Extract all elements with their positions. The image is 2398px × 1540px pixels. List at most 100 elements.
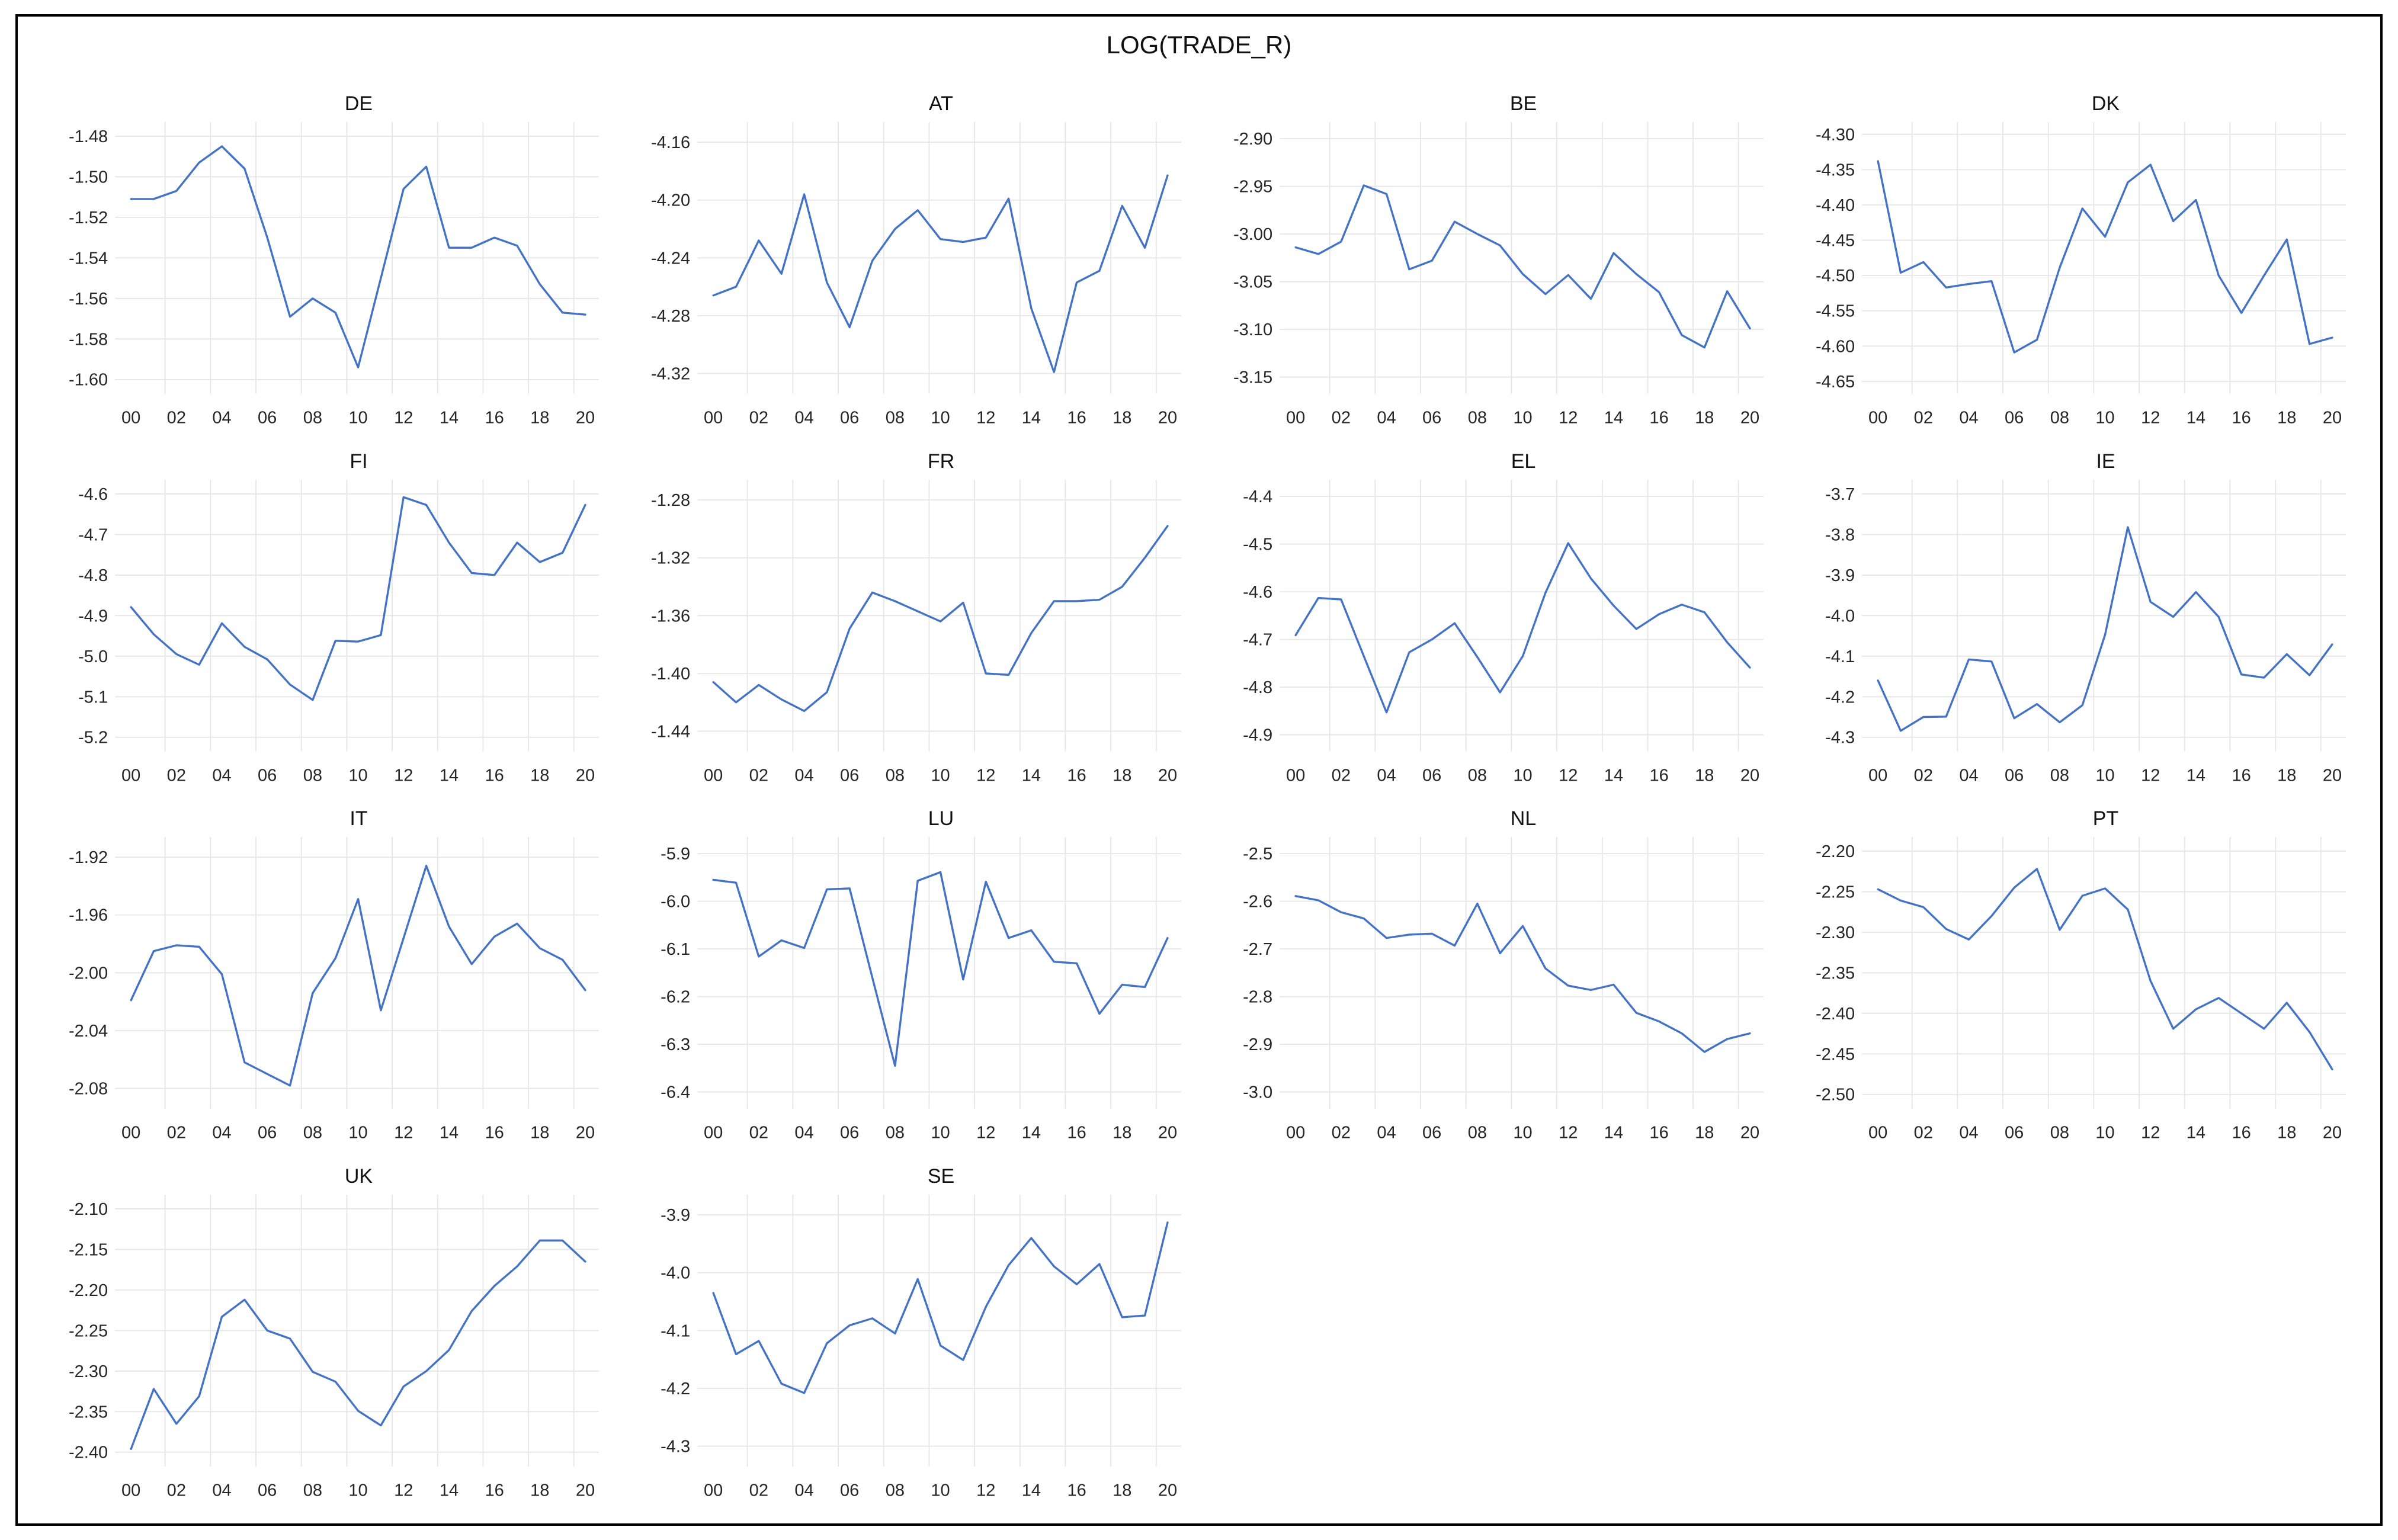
x-tick-label: 16 <box>1067 766 1086 785</box>
x-tick-label: 00 <box>1868 1124 1887 1143</box>
x-tick-label: 20 <box>576 1124 595 1143</box>
x-tick-label: 12 <box>2141 1124 2160 1143</box>
panel-plot-LU: -5.9 -6.0 -6.1 -6.2 -6.3 -6.4 00 02 04 06 08 10 12 14… <box>661 836 1181 1143</box>
x-tick-label: 10 <box>348 1481 367 1500</box>
x-tick-label: 14 <box>440 409 459 428</box>
y-tick-label: -3.0 <box>1243 1083 1272 1102</box>
x-tick-label: 16 <box>2232 1124 2250 1143</box>
panel-title: LU <box>928 807 954 830</box>
x-tick-label: 16 <box>485 1124 504 1143</box>
x-tick-label: 06 <box>1422 409 1441 428</box>
panel-IT: IT -1.92 -1.96 -2.00 -2.04 -2.08 00 02 04 06 08 10 1… <box>34 805 617 1163</box>
x-tick-label: 20 <box>1158 1481 1177 1500</box>
x-tick-label: 08 <box>886 1124 905 1143</box>
y-tick-label: -3.10 <box>1233 320 1272 339</box>
x-tick-label: 16 <box>1067 1124 1086 1143</box>
panel-plot-IE: -3.7 -3.8 -3.9 -4.0 -4.1 -4.2 -4.3 00 02 04 06 08 10… <box>1825 479 2346 785</box>
y-tick-label: -4.3 <box>1825 728 1855 747</box>
y-tick-label: -1.60 <box>69 371 108 390</box>
x-tick-label: 16 <box>1649 1124 1668 1143</box>
y-tick-label: -1.50 <box>69 168 108 187</box>
x-tick-label: 20 <box>2323 1124 2342 1143</box>
y-tick-label: -2.5 <box>1243 845 1272 864</box>
y-tick-label: -3.8 <box>1825 525 1855 544</box>
y-tick-label: -4.1 <box>661 1321 690 1340</box>
y-tick-label: -2.30 <box>1816 923 1855 942</box>
x-tick-label: 04 <box>1377 1124 1396 1143</box>
x-tick-label: 14 <box>1022 409 1041 428</box>
y-tick-label: -4.60 <box>1816 337 1855 356</box>
panel-plot-AT: -4.16 -4.20 -4.24 -4.28 -4.32 00 02 04 06 08 10 12 1… <box>651 121 1181 428</box>
x-tick-label: 16 <box>485 766 504 785</box>
y-tick-label: -2.04 <box>69 1022 108 1041</box>
y-tick-label: -1.32 <box>651 548 690 567</box>
y-tick-label: -3.9 <box>1825 566 1855 585</box>
x-tick-label: 14 <box>1022 1124 1041 1143</box>
x-tick-label: 10 <box>931 1124 950 1143</box>
x-tick-label: 02 <box>1914 766 1933 785</box>
panel-FI: FI -4.6 -4.7 -4.8 -4.9 -5.0 -5.1 -5.2 00 02 04 06 08… <box>34 448 617 806</box>
line-series-SE <box>712 1221 1169 1394</box>
x-tick-label: 12 <box>1559 1124 1578 1143</box>
x-tick-label: 08 <box>1468 1124 1487 1143</box>
x-tick-label: 08 <box>2050 409 2069 428</box>
x-tick-label: 16 <box>485 1481 504 1500</box>
y-tick-label: -4.32 <box>651 365 690 384</box>
x-tick-label: 02 <box>749 1481 768 1500</box>
panel-title: AT <box>929 92 953 115</box>
y-tick-label: -4.9 <box>78 607 108 625</box>
y-tick-label: -4.16 <box>651 133 690 152</box>
y-tick-label: -3.05 <box>1233 273 1272 292</box>
x-tick-label: 12 <box>976 409 995 428</box>
panel-title: IE <box>2096 450 2115 473</box>
x-tick-label: 02 <box>167 1481 186 1500</box>
x-tick-label: 06 <box>258 1481 277 1500</box>
x-tick-label: 20 <box>1158 766 1177 785</box>
x-tick-label: 10 <box>2095 766 2114 785</box>
y-tick-label: -4.4 <box>1243 487 1272 506</box>
line-series-FR <box>712 524 1169 712</box>
x-tick-label: 10 <box>1513 409 1532 428</box>
y-tick-label: -1.48 <box>69 127 108 146</box>
x-tick-label: 12 <box>394 1124 413 1143</box>
x-tick-label: 20 <box>1740 409 1759 428</box>
x-tick-label: 18 <box>1113 1124 1131 1143</box>
x-tick-label: 16 <box>1067 409 1086 428</box>
line-series-IE <box>1877 525 2333 732</box>
x-tick-label: 08 <box>303 766 322 785</box>
panel-DK: DK -4.30 -4.35 -4.40 -4.45 -4.50 -4.55 -4.60 -4.… <box>1781 90 2364 448</box>
panel-SE: SE -3.9 -4.0 -4.1 -4.2 -4.3 00 02 04 06 08 10 12 14 16… <box>617 1163 1199 1520</box>
x-tick-label: 04 <box>794 1481 813 1500</box>
panel-title: BE <box>1509 92 1537 115</box>
x-tick-label: 10 <box>348 409 367 428</box>
panel-plot-IT: -1.92 -1.96 -2.00 -2.04 -2.08 00 02 04 06 08 10 12 1… <box>69 836 599 1143</box>
x-tick-label: 04 <box>1959 1124 1978 1143</box>
y-tick-label: -4.6 <box>1243 583 1272 602</box>
panel-PT: PT -2.20 -2.25 -2.30 -2.35 -2.40 -2.45 -2.50 00 0… <box>1781 805 2364 1163</box>
panel-title: FI <box>350 450 368 473</box>
y-tick-label: -2.95 <box>1233 178 1272 197</box>
y-tick-label: -2.90 <box>1233 130 1272 149</box>
x-tick-label: 10 <box>348 1124 367 1143</box>
x-tick-label: 04 <box>1377 766 1396 785</box>
x-tick-label: 00 <box>704 409 723 428</box>
x-tick-label: 00 <box>704 766 723 785</box>
panel-title: EL <box>1511 450 1536 473</box>
x-tick-label: 00 <box>704 1124 723 1143</box>
x-tick-label: 14 <box>1022 1481 1041 1500</box>
panel-title: IT <box>350 807 368 830</box>
x-tick-label: 08 <box>886 409 905 428</box>
figure-frame <box>15 14 2383 1526</box>
line-series-PT <box>1877 868 2333 1071</box>
x-tick-label: 18 <box>1695 1124 1714 1143</box>
panel-DE: DE -1.48 -1.50 -1.52 -1.54 -1.56 -1.58 -1.60 00 0… <box>34 90 617 448</box>
x-tick-label: 08 <box>886 766 905 785</box>
x-tick-label: 04 <box>794 1124 813 1143</box>
x-tick-label: 10 <box>2095 1124 2114 1143</box>
x-tick-label: 20 <box>2323 409 2342 428</box>
x-tick-label: 08 <box>2050 1124 2069 1143</box>
y-tick-label: -3.7 <box>1825 485 1855 503</box>
y-tick-label: -6.0 <box>661 893 690 912</box>
x-tick-label: 04 <box>794 409 813 428</box>
panel-NL: NL -2.5 -2.6 -2.7 -2.8 -2.9 -3.0 00 02 04 06 08 10 12… <box>1199 805 1781 1163</box>
